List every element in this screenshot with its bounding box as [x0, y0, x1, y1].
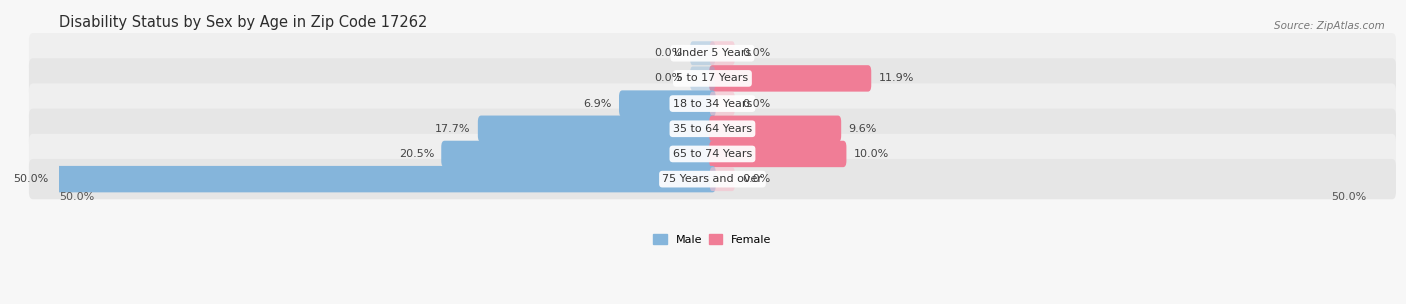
FancyBboxPatch shape	[690, 67, 716, 90]
FancyBboxPatch shape	[56, 166, 716, 192]
FancyBboxPatch shape	[619, 90, 716, 117]
Text: Disability Status by Sex by Age in Zip Code 17262: Disability Status by Sex by Age in Zip C…	[59, 15, 427, 30]
Text: 35 to 64 Years: 35 to 64 Years	[673, 124, 752, 134]
FancyBboxPatch shape	[30, 33, 1396, 73]
Text: 65 to 74 Years: 65 to 74 Years	[673, 149, 752, 159]
FancyBboxPatch shape	[710, 167, 735, 191]
FancyBboxPatch shape	[710, 92, 735, 116]
Text: 50.0%: 50.0%	[13, 174, 49, 184]
Text: 50.0%: 50.0%	[1330, 192, 1367, 202]
Text: 0.0%: 0.0%	[654, 48, 682, 58]
FancyBboxPatch shape	[30, 159, 1396, 199]
Text: 0.0%: 0.0%	[654, 73, 682, 83]
Legend: Male, Female: Male, Female	[650, 230, 776, 249]
Text: 20.5%: 20.5%	[399, 149, 434, 159]
Text: 18 to 34 Years: 18 to 34 Years	[673, 98, 752, 109]
Text: Under 5 Years: Under 5 Years	[673, 48, 751, 58]
Text: 11.9%: 11.9%	[879, 73, 914, 83]
Text: 5 to 17 Years: 5 to 17 Years	[676, 73, 748, 83]
FancyBboxPatch shape	[441, 141, 716, 167]
Text: Source: ZipAtlas.com: Source: ZipAtlas.com	[1274, 21, 1385, 31]
FancyBboxPatch shape	[30, 109, 1396, 149]
Text: 9.6%: 9.6%	[848, 124, 877, 134]
FancyBboxPatch shape	[710, 41, 735, 65]
FancyBboxPatch shape	[709, 116, 841, 142]
Text: 0.0%: 0.0%	[742, 174, 770, 184]
FancyBboxPatch shape	[30, 83, 1396, 124]
Text: 50.0%: 50.0%	[59, 192, 94, 202]
Text: 0.0%: 0.0%	[742, 48, 770, 58]
FancyBboxPatch shape	[690, 41, 716, 65]
Text: 17.7%: 17.7%	[436, 124, 471, 134]
FancyBboxPatch shape	[709, 141, 846, 167]
FancyBboxPatch shape	[30, 134, 1396, 174]
Text: 75 Years and over: 75 Years and over	[662, 174, 762, 184]
Text: 6.9%: 6.9%	[583, 98, 612, 109]
Text: 10.0%: 10.0%	[853, 149, 889, 159]
Text: 0.0%: 0.0%	[742, 98, 770, 109]
FancyBboxPatch shape	[30, 58, 1396, 98]
FancyBboxPatch shape	[709, 65, 872, 92]
FancyBboxPatch shape	[478, 116, 716, 142]
